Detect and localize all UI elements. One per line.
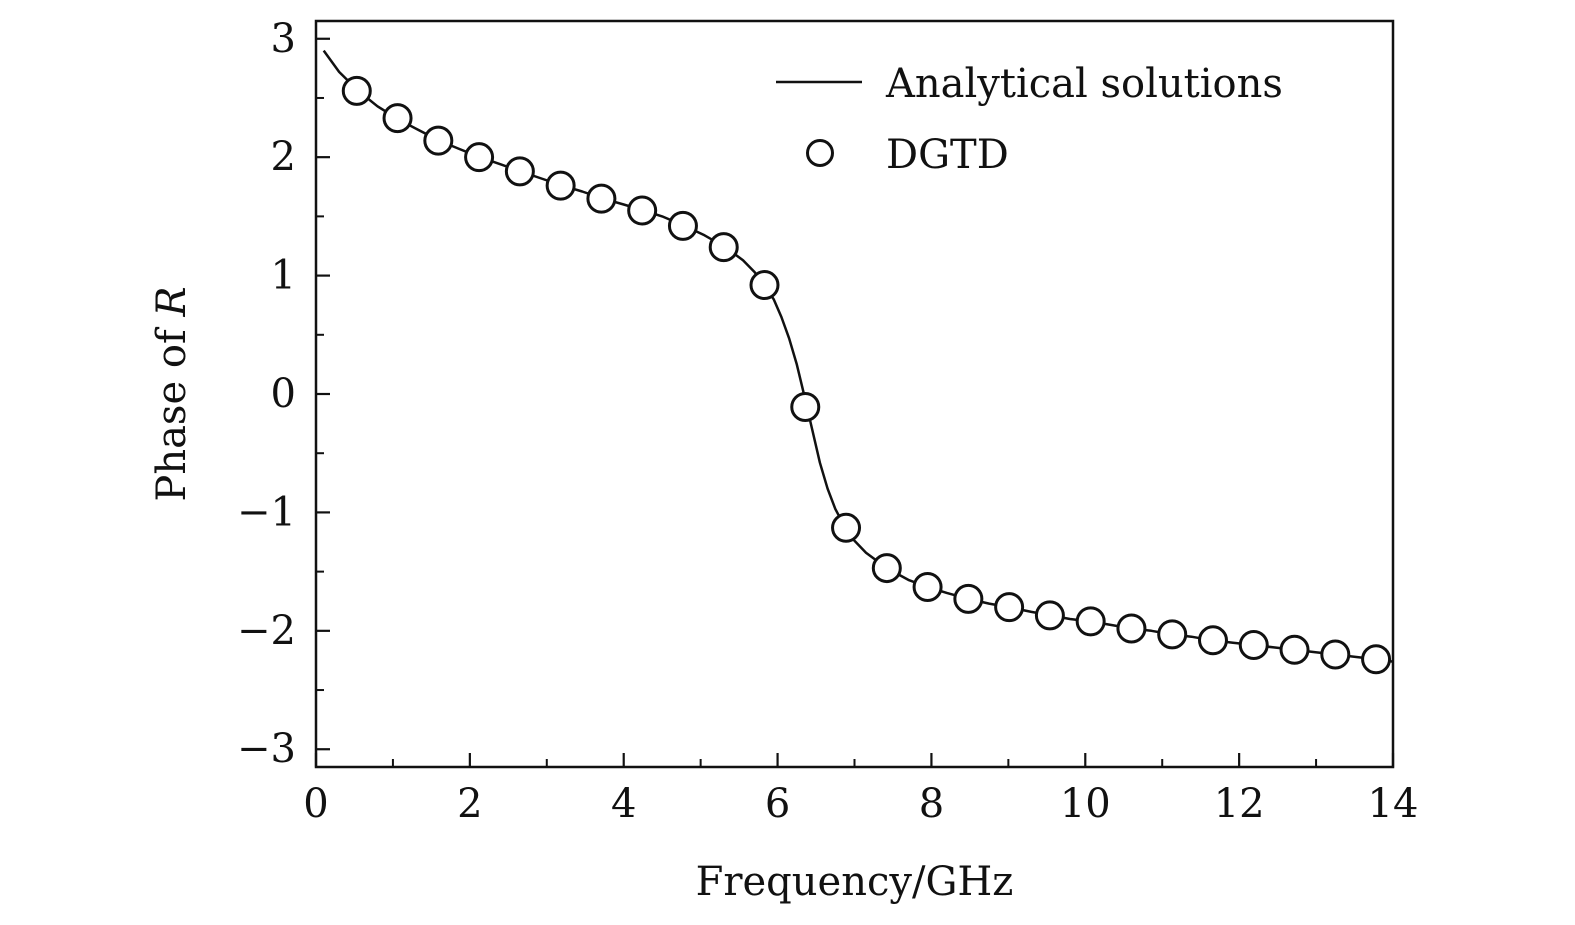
y-axis-title: Phase of R	[149, 286, 195, 501]
x-tick-label: 6	[765, 781, 790, 827]
x-tick-label: 14	[1368, 781, 1419, 827]
dgtd-data-point	[749, 270, 780, 301]
dgtd-data-point	[545, 170, 576, 201]
y-tick-label: −1	[237, 489, 296, 535]
dgtd-data-point	[1075, 606, 1106, 637]
dgtd-data-point	[1361, 644, 1392, 675]
dgtd-data-point	[423, 125, 454, 156]
legend: Analytical solutions DGTD	[776, 61, 1283, 178]
tick-layer	[314, 37, 1395, 767]
dgtd-data-point	[831, 512, 862, 543]
x-tick-label: 4	[611, 781, 636, 827]
dgtd-data-point	[586, 183, 617, 214]
dgtd-data-point	[790, 392, 821, 423]
x-tick-label: 2	[457, 781, 482, 827]
y-tick-label: 2	[271, 134, 296, 180]
y-tick-label: 1	[271, 253, 296, 299]
dgtd-data-point	[708, 232, 739, 263]
y-tick-label: −2	[237, 608, 296, 654]
dgtd-data-point	[1238, 630, 1269, 661]
dgtd-data-point	[1320, 639, 1351, 670]
dgtd-data-point	[464, 142, 495, 173]
x-axis-title: Frequency/GHz	[696, 859, 1014, 905]
dgtd-data-point	[1279, 634, 1310, 665]
dgtd-data-point	[504, 156, 535, 187]
dgtd-data-point	[1157, 619, 1188, 650]
analytical-solution-line	[322, 49, 1393, 663]
y-tick-label: −3	[237, 726, 296, 772]
series-layer	[322, 49, 1393, 675]
dgtd-data-point	[871, 553, 902, 584]
dgtd-data-point	[627, 195, 658, 226]
dgtd-data-point	[341, 75, 372, 106]
dgtd-data-point	[382, 103, 413, 134]
x-tick-label: 0	[303, 781, 328, 827]
dgtd-data-point	[1034, 600, 1065, 631]
legend-label-analytical: Analytical solutions	[885, 61, 1283, 107]
y-tick-label: 3	[271, 16, 296, 62]
y-axis-title-prefix: Phase of	[149, 317, 195, 502]
legend-label-dgtd: DGTD	[886, 132, 1009, 178]
dgtd-data-point	[912, 572, 943, 603]
dgtd-data-point	[994, 592, 1025, 623]
dgtd-data-point	[667, 210, 698, 241]
x-tick-label: 12	[1214, 781, 1265, 827]
y-axis-title-symbol: R	[149, 286, 195, 317]
x-tick-label: 10	[1060, 781, 1111, 827]
y-tick-label: 0	[271, 371, 296, 417]
legend-swatch-dgtd	[806, 139, 834, 167]
x-tick-label: 8	[919, 781, 944, 827]
dgtd-data-point	[1116, 613, 1147, 644]
dgtd-data-point	[1197, 625, 1228, 656]
plot-frame	[314, 19, 1395, 769]
dgtd-data-point	[953, 583, 984, 614]
